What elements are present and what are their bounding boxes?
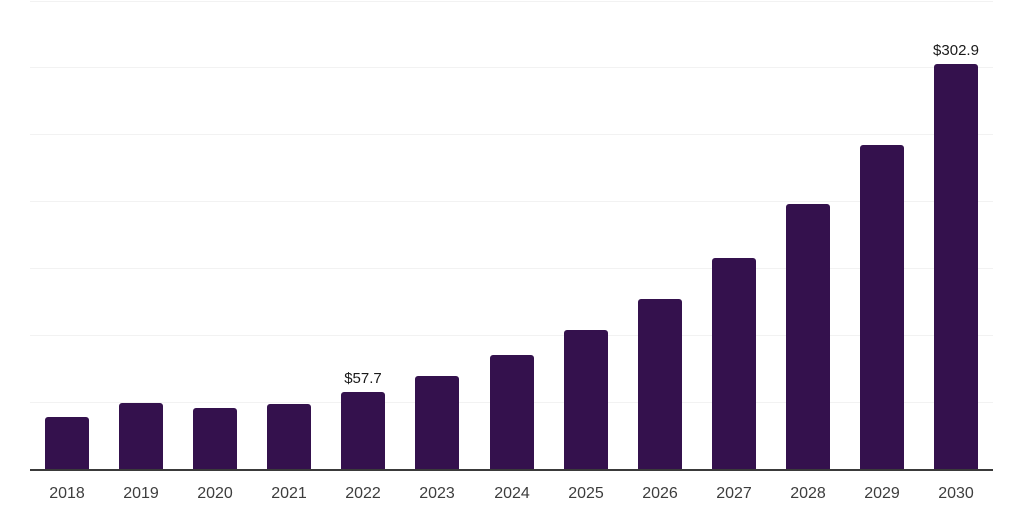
x-tick-label-2029: 2029 xyxy=(864,485,900,502)
x-tick-label-2021: 2021 xyxy=(271,485,307,502)
x-tick-label-2023: 2023 xyxy=(419,485,455,502)
bar-2025 xyxy=(564,330,608,469)
value-label-2022: $57.7 xyxy=(344,370,382,387)
gridline xyxy=(30,134,993,135)
x-tick-label-2025: 2025 xyxy=(568,485,604,502)
x-tick-label-2028: 2028 xyxy=(790,485,826,502)
x-axis-line xyxy=(30,469,993,471)
x-tick-label-2024: 2024 xyxy=(494,485,530,502)
gridline xyxy=(30,201,993,202)
x-tick-label-2019: 2019 xyxy=(123,485,159,502)
gridline xyxy=(30,268,993,269)
bar-2026 xyxy=(638,299,682,469)
gridline xyxy=(30,1,993,2)
bar-2023 xyxy=(415,376,459,469)
value-label-2030: $302.9 xyxy=(933,42,979,59)
bar-2030 xyxy=(934,64,978,469)
bar-2028 xyxy=(786,204,830,469)
bar-2019 xyxy=(119,403,163,469)
x-tick-label-2027: 2027 xyxy=(716,485,752,502)
bar-2020 xyxy=(193,408,237,469)
bar-2029 xyxy=(860,145,904,469)
x-tick-label-2026: 2026 xyxy=(642,485,678,502)
x-tick-label-2030: 2030 xyxy=(938,485,974,502)
gridline xyxy=(30,335,993,336)
bar-2021 xyxy=(267,404,311,469)
gridline xyxy=(30,67,993,68)
bar-2018 xyxy=(45,417,89,469)
bar-2024 xyxy=(490,355,534,469)
bar-2027 xyxy=(712,258,756,469)
x-tick-label-2022: 2022 xyxy=(345,485,381,502)
bar-2022 xyxy=(341,392,385,469)
x-tick-label-2018: 2018 xyxy=(49,485,85,502)
x-tick-label-2020: 2020 xyxy=(197,485,233,502)
